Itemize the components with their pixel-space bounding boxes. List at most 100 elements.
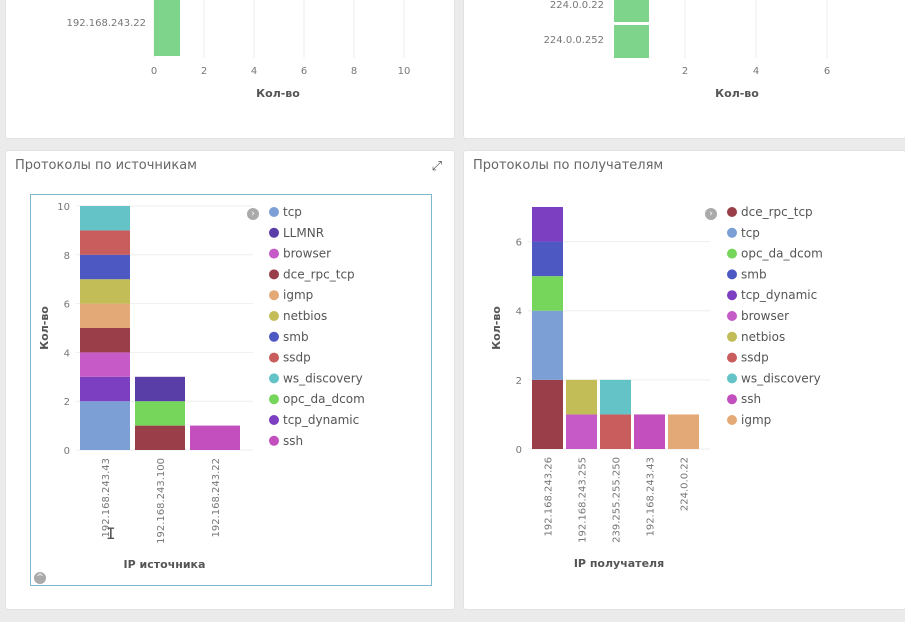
bar-segment[interactable] [566,414,597,449]
legend-item[interactable]: ssdp [741,351,769,365]
y-tick-label: 6 [516,238,522,249]
y-tick-label: 4 [64,348,70,359]
legend-swatch [269,331,279,342]
top-left-row-label: 192.168.243.22 [66,18,146,29]
y-tick-label: 2 [64,397,70,408]
legend-item[interactable]: browser [283,247,331,261]
y-axis-title: Кол-во [490,306,503,350]
y-tick-label: 6 [64,300,70,311]
top-right-bar-2[interactable] [614,25,649,58]
legend-item[interactable]: igmp [741,413,771,427]
legend-item[interactable]: tcp [741,226,760,240]
bar-segment[interactable] [80,206,130,231]
bar-segment[interactable] [80,303,130,328]
bar-segment[interactable] [190,425,240,450]
legend-item[interactable]: ws_discovery [741,371,821,385]
bar-segment[interactable] [135,376,185,402]
legend-item[interactable]: ssh [741,392,761,406]
bar-segment[interactable] [80,230,130,255]
legend-swatch [269,269,279,280]
bar-segment[interactable] [566,379,597,415]
bar-segment[interactable] [634,414,665,449]
legend-swatch [727,415,737,425]
top-right-bar-1[interactable] [614,0,649,22]
x-tick-label: 192.168.243.26 [544,457,555,537]
x-tick-label: 4 [753,66,759,77]
legend-swatch [269,248,279,259]
x-tick-label: 192.168.243.22 [211,458,222,538]
y-tick-label: 4 [516,307,522,318]
top-left-bar[interactable] [154,0,180,56]
legend-item[interactable]: LLMNR [283,226,324,240]
legend-item[interactable]: ssh [283,434,303,448]
legend-swatch [269,207,279,217]
legend-item[interactable]: opc_da_dcom [283,392,365,406]
destinations-panel: Протоколы по получателям 0 2 4 6 Кол-во 192.1… [464,151,905,609]
legend-item[interactable]: ssdp [283,351,311,365]
legend-item[interactable]: dce_rpc_tcp [741,205,813,219]
bar-segment[interactable] [532,276,563,311]
bar-segment[interactable] [668,414,699,449]
text-cursor-icon: I [106,524,116,543]
top-right-chart: 224.0.0.22 224.0.0.252 2 4 6 Кол-во [544,0,830,100]
legend-item[interactable]: tcp [283,205,302,219]
bar-segment[interactable] [80,279,130,304]
bar-segment[interactable] [80,254,130,280]
legend-swatch [269,311,279,321]
x-tick-label: 10 [398,66,411,77]
expand-icon[interactable]: ⤢ [431,159,442,174]
x-tick-label: 6 [301,66,307,77]
legend-swatch [269,415,279,425]
collapse-icon[interactable]: ^ [34,572,46,584]
x-axis-title: IP источника [124,558,206,571]
bar-segment[interactable] [600,414,631,449]
y-tick-label: 0 [516,445,522,456]
bar-segment[interactable] [600,379,631,415]
bar-segment[interactable] [135,401,185,426]
bar-segment[interactable] [80,352,130,377]
legend-item[interactable]: igmp [283,288,313,302]
panel-title: Протоколы по источникам [15,158,197,173]
y-tick-label: 0 [64,446,70,457]
bar-segment[interactable] [80,401,130,450]
top-left-panel: 192.168.243.22 0 2 4 6 8 10 Кол-во [6,0,454,138]
legend-swatch [727,331,737,342]
bar-segment[interactable] [532,207,563,242]
panel-title: Протоколы по получателям [473,158,664,173]
legend-swatch [727,269,737,280]
bar-segment[interactable] [532,310,563,380]
legend-item[interactable]: tcp_dynamic [741,288,817,302]
bar-segment[interactable] [80,328,130,353]
legend-swatch [269,227,279,238]
legend-swatch [727,394,737,405]
bar-segment[interactable] [80,376,130,402]
sources-panel: Протоколы по источникам ⤢ 0 2 4 6 8 10 Кол-во 1… [6,151,454,609]
x-tick-label: 192.168.243.43 [646,457,657,537]
legend-item[interactable]: browser [741,309,789,323]
legend-swatch [727,207,737,217]
bar-segment[interactable] [532,241,563,277]
legend-item[interactable]: dce_rpc_tcp [283,267,355,281]
x-tick-label: 2 [682,66,688,77]
x-tick-label: 0 [151,66,157,77]
legend-item[interactable]: tcp_dynamic [283,413,359,427]
legend-swatch [269,394,279,405]
legend-swatch [269,352,279,363]
legend-toggle-icon[interactable]: › [247,208,259,220]
top-right-row-label-1: 224.0.0.22 [550,0,604,11]
bar-segment[interactable] [135,425,185,450]
legend-item[interactable]: ws_discovery [283,371,363,385]
x-tick-label: 6 [824,66,830,77]
legend-item[interactable]: opc_da_dcom [741,247,823,261]
bar-segment[interactable] [532,379,563,449]
legend-swatch [269,373,279,384]
legend-item[interactable]: smb [741,267,767,281]
legend-swatch [727,352,737,363]
top-right-x-axis-title: Кол-во [715,87,759,100]
legend-item[interactable]: netbios [741,330,785,344]
legend-item[interactable]: netbios [283,309,327,323]
legend-swatch [727,290,737,301]
legend-item[interactable]: smb [283,330,309,344]
top-right-panel: 224.0.0.22 224.0.0.252 2 4 6 Кол-во [464,0,905,138]
legend-toggle-icon[interactable]: › [705,208,717,220]
